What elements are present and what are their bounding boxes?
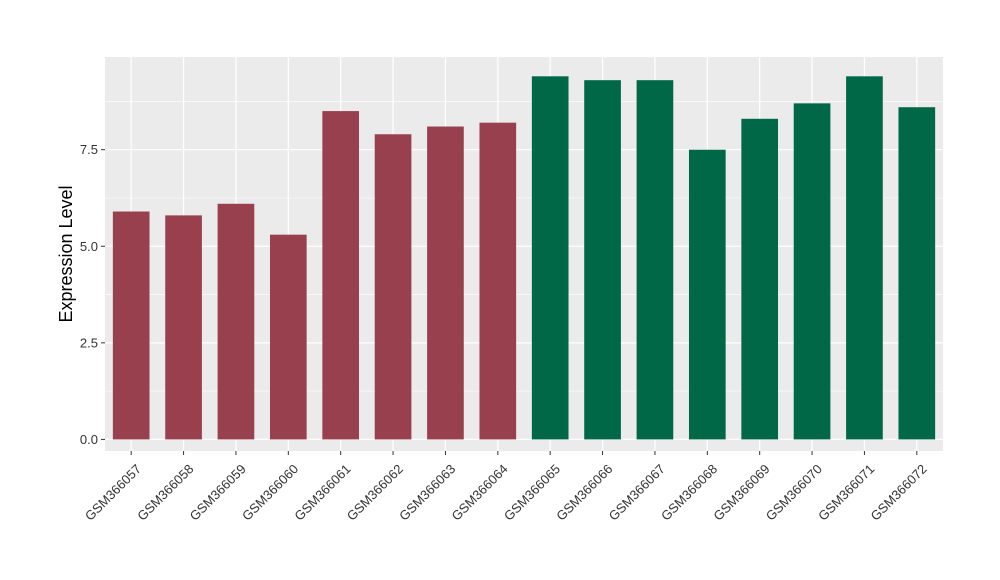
bar-gsm366059: [217, 203, 255, 440]
x-tick-label: GSM366072: [867, 461, 929, 523]
y-axis: 0.0 2.5 5.0 7.5: [80, 142, 105, 447]
bar-gsm366071: [846, 76, 883, 440]
bars: [112, 76, 936, 440]
bar-gsm366058: [165, 215, 202, 440]
y-tick-label: 2.5: [80, 335, 98, 350]
bar-gsm366065: [531, 76, 569, 440]
bar-gsm366063: [427, 126, 464, 440]
y-tick-label: 0.0: [80, 432, 98, 447]
bar-gsm366062: [374, 134, 412, 440]
bar-gsm366061: [322, 111, 360, 440]
y-tick-label: 5.0: [80, 239, 98, 254]
bar-gsm366066: [584, 80, 621, 440]
bar-gsm366057: [112, 211, 150, 440]
y-axis-title: Expression Level: [56, 185, 76, 322]
bar-gsm366072: [898, 107, 936, 440]
bar-gsm366069: [741, 118, 779, 440]
bar-gsm366064: [479, 122, 517, 440]
bar-gsm366067: [636, 80, 674, 440]
bar-gsm366060: [269, 234, 307, 440]
y-tick-label: 7.5: [80, 142, 98, 157]
x-axis: GSM366057GSM366058GSM366059GSM366060GSM3…: [82, 451, 930, 524]
bar-gsm366068: [688, 149, 726, 440]
bar-gsm366070: [793, 103, 831, 440]
